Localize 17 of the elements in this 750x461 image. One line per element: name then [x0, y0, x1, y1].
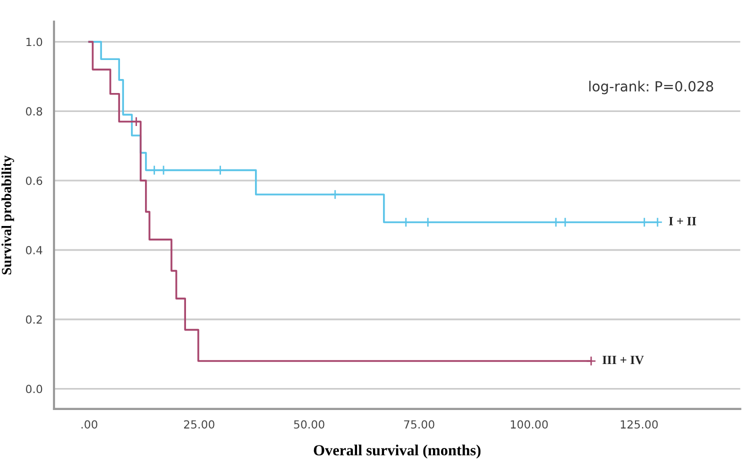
y-axis-title: Survival probability [1, 156, 14, 274]
x-tick-label: 100.00 [510, 420, 548, 429]
x-tick-label: 125.00 [620, 420, 658, 429]
annotation: log-rank: P=0.028 [589, 80, 714, 94]
x-tick-label: 50.00 [294, 420, 324, 429]
y-tick-label: 1.0 [26, 38, 42, 46]
y-tick-label: 0.8 [26, 107, 42, 116]
x-tick-label: 75.00 [404, 420, 434, 429]
y-tick-label: 0.4 [26, 246, 42, 254]
y-tick-label: 0.6 [26, 176, 42, 185]
y-tick-label: 0.0 [26, 384, 42, 394]
y-tick-label: 0.2 [26, 315, 42, 324]
series-label: I + II [668, 217, 696, 226]
x-tick-label: 25.00 [184, 420, 214, 429]
x-axis-title: Overall survival (months) [314, 444, 480, 459]
series-label: III + IV [602, 356, 644, 364]
x-tick-label: .00 [82, 420, 98, 429]
